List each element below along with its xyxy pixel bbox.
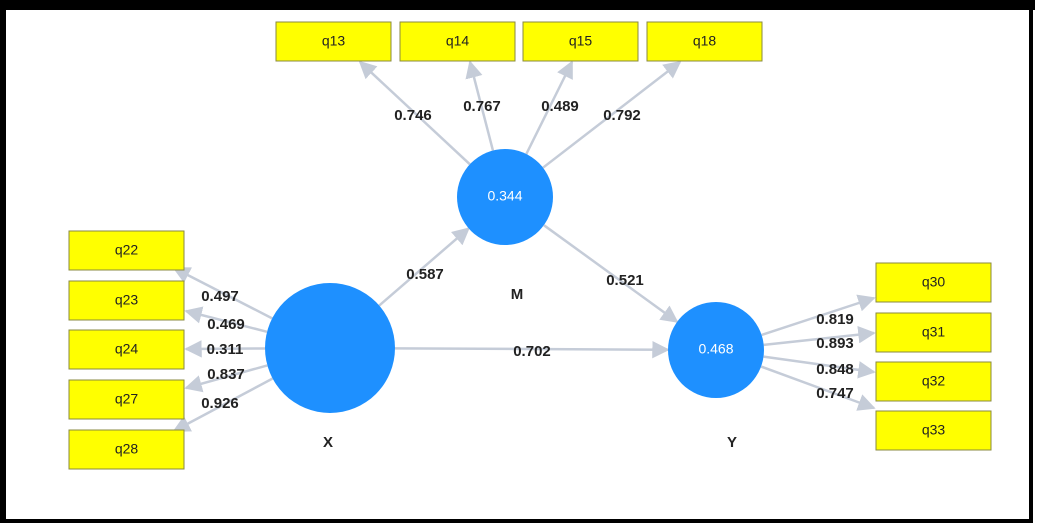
r-squared: 0.344 — [487, 188, 522, 204]
indicator-name: q31 — [922, 324, 946, 340]
arrow — [394, 340, 670, 359]
loading: 0.893 — [816, 335, 854, 352]
indicator-name: q15 — [569, 33, 593, 49]
arrow — [172, 377, 274, 433]
arrow — [184, 364, 268, 393]
r-squared: 0.468 — [698, 341, 733, 357]
arrows — [172, 60, 876, 433]
indicator-box — [399, 21, 516, 62]
indicator-box — [68, 429, 185, 470]
arrow — [542, 60, 682, 169]
loading: 0.489 — [541, 98, 579, 115]
arrow — [378, 227, 470, 307]
indicator-box — [875, 312, 992, 353]
frame-top — [0, 0, 1035, 10]
construct — [457, 149, 553, 245]
frame-right — [1029, 0, 1033, 523]
indicator-box — [875, 262, 992, 303]
construct — [265, 283, 395, 413]
path-coefficient: 0.521 — [606, 272, 644, 289]
indicator-box — [68, 329, 185, 370]
indicator-name: q27 — [115, 391, 139, 407]
loading: 0.311 — [207, 341, 244, 358]
path-coefficient: 0.587 — [406, 266, 444, 283]
arrow — [543, 224, 679, 323]
arrow — [184, 306, 268, 334]
arrow — [184, 340, 266, 358]
arrow — [763, 355, 876, 379]
indicator-name: q33 — [922, 422, 946, 438]
loading: 0.848 — [816, 361, 854, 378]
indicator-name: q14 — [446, 33, 470, 49]
indicator-name: q18 — [693, 33, 717, 49]
indicator-box — [68, 379, 185, 420]
indicator-box — [875, 361, 992, 402]
loading: 0.469 — [207, 316, 245, 333]
shapes: 0.587 0.521 0.702 q13 0.746 q14 0.767 q15 0.489 q… — [68, 21, 992, 470]
indicator-name: q30 — [922, 274, 946, 290]
indicator-box — [275, 21, 392, 62]
indicator-box — [522, 21, 639, 62]
indicator-box — [68, 230, 185, 271]
indicator-name: q28 — [115, 441, 139, 457]
loading: 0.767 — [463, 98, 501, 115]
frame-bottom — [0, 519, 1033, 523]
loading: 0.837 — [207, 366, 245, 383]
arrow — [760, 365, 876, 411]
loading: 0.747 — [816, 385, 854, 402]
indicator-box — [68, 280, 185, 321]
arrow — [761, 294, 876, 337]
arrow — [172, 266, 273, 320]
construct — [668, 302, 764, 398]
loading: 0.819 — [816, 311, 854, 328]
loading: 0.792 — [603, 107, 641, 124]
arrow — [763, 325, 876, 347]
loading: 0.746 — [394, 107, 432, 124]
arrow — [465, 60, 495, 151]
path-coefficient: 0.702 — [513, 343, 551, 360]
arrow — [358, 60, 471, 166]
loading: 0.926 — [201, 395, 239, 412]
construct-label: M — [511, 286, 524, 303]
construct-label: X — [323, 434, 333, 451]
indicator-box — [875, 410, 992, 451]
indicator-name: q22 — [115, 242, 139, 258]
indicator-name: q24 — [115, 341, 139, 357]
indicator-name: q32 — [922, 373, 946, 389]
loading: 0.497 — [201, 288, 239, 305]
frame-left — [0, 0, 6, 523]
indicator-name: q23 — [115, 292, 139, 308]
arrow — [525, 60, 574, 155]
construct-label: Y — [727, 434, 737, 451]
indicator-box — [646, 21, 763, 62]
indicator-name: q13 — [322, 33, 346, 49]
